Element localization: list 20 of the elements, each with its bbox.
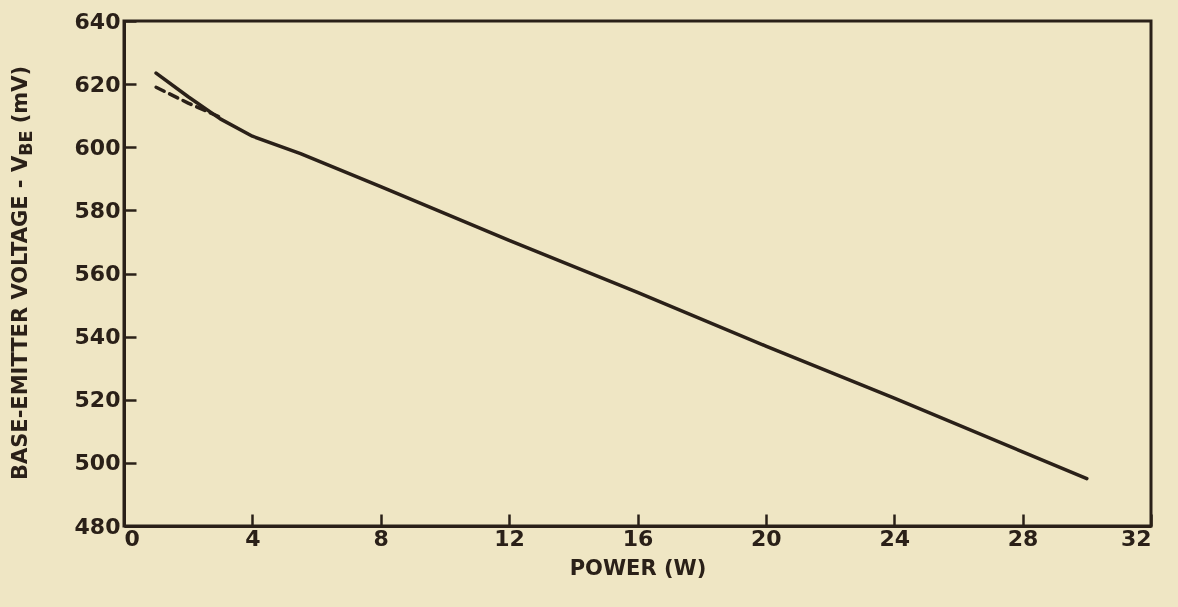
x-tick-label: 20 <box>751 525 782 551</box>
x-tick-label: 0 <box>124 525 140 551</box>
x-tick-label: 16 <box>622 525 654 551</box>
x-tick-label: 32 <box>1120 525 1152 551</box>
y-tick-label: 560 <box>74 261 121 286</box>
x-tick-label: 24 <box>879 525 911 551</box>
y-tick-label: 500 <box>74 450 121 476</box>
x-tick-label: 4 <box>245 525 261 551</box>
y-tick-label: 600 <box>74 134 121 160</box>
y-tick-label: 480 <box>74 513 121 539</box>
y-tick-label: 640 <box>74 8 121 34</box>
y-tick-label: 540 <box>74 324 121 350</box>
line-series <box>154 71 1089 481</box>
x-tick-label: 28 <box>1007 525 1039 551</box>
y-tick-label: 520 <box>74 387 121 413</box>
y-tick-label: 620 <box>74 71 121 97</box>
x-tick-label: 8 <box>373 525 389 551</box>
y-tick-label: 580 <box>74 197 121 223</box>
x-axis-title: POWER (W) <box>569 555 707 580</box>
x-tick-label: 12 <box>494 525 525 551</box>
